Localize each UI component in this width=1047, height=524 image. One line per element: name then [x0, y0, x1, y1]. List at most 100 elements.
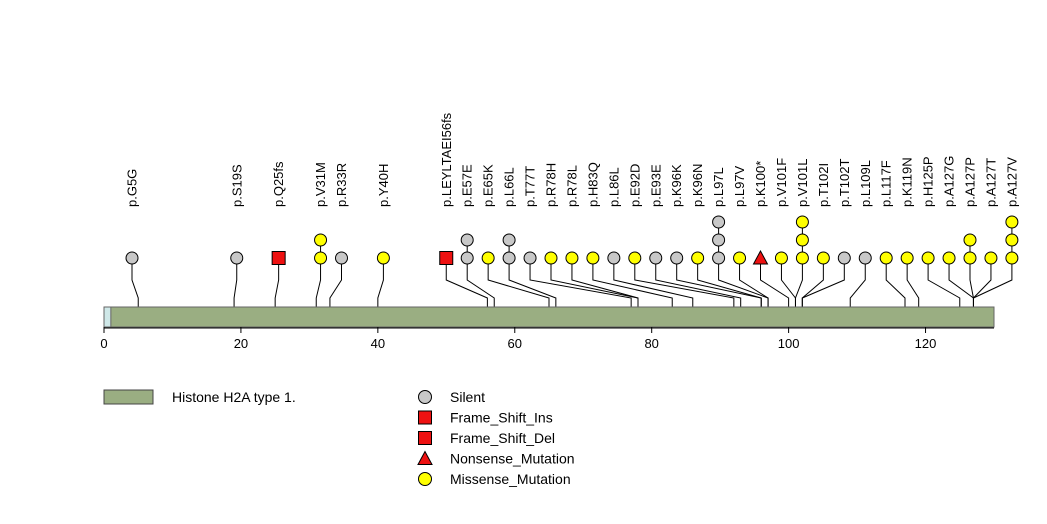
mutation-label-29: p.H125P — [921, 156, 936, 207]
mutation-label-16: p.E93E — [648, 164, 663, 207]
marker-7-0 — [460, 251, 474, 265]
legend: Histone H2A type 1. Silent Frame_Shift_Ins… — [103, 389, 575, 487]
marker-22-0 — [774, 251, 788, 265]
marker-23-2 — [795, 215, 809, 229]
protein-bar — [103, 306, 995, 328]
mutation-label-33: p.A127V — [1004, 157, 1019, 207]
mutation-label-7: p.E57E — [460, 164, 475, 207]
connector-1 — [233, 252, 238, 307]
connector-6 — [445, 252, 488, 307]
marker-30-0 — [942, 251, 956, 265]
marker-23-1 — [795, 233, 809, 247]
marker-7-1 — [460, 233, 474, 247]
connector-8 — [487, 252, 550, 307]
axis-tick-label-5: 100 — [778, 336, 800, 351]
legend-symbol-2 — [418, 431, 432, 445]
mutation-label-3: p.V31M — [313, 162, 328, 207]
marker-12-0 — [565, 251, 579, 265]
marker-0-0 — [125, 251, 139, 265]
marker-19-1 — [712, 233, 726, 247]
mutation-label-10: p.T77T — [523, 166, 538, 207]
marker-25-0 — [837, 251, 851, 265]
mutation-labels: p.G5G p.S19S p.Q25fs p.V31M p.R33R p.Y40H p.LE… — [125, 112, 1020, 207]
marker-27-0 — [879, 251, 893, 265]
x-axis: 0 20 40 60 80 100 120 — [100, 327, 994, 351]
marker-19-0 — [712, 251, 726, 265]
connector-28 — [906, 252, 920, 307]
marker-9-0 — [502, 251, 516, 265]
legend-label-2: Frame_Shift_Del — [450, 430, 555, 446]
marker-32-0 — [984, 251, 998, 265]
marker-16-0 — [649, 251, 663, 265]
connector-25 — [801, 252, 845, 307]
mutation-label-8: p.E65K — [481, 164, 496, 207]
mutation-label-23: p.V101L — [795, 159, 810, 207]
legend-label-4: Missense_Mutation — [450, 471, 571, 487]
mutation-label-27: p.L117F — [879, 160, 894, 207]
mutation-label-12: p.R78L — [564, 165, 579, 207]
marker-23-0 — [795, 251, 809, 265]
marker-5-0 — [376, 251, 390, 265]
marker-1-0 — [230, 251, 244, 265]
marker-3-0 — [314, 251, 328, 265]
connector-16 — [655, 252, 742, 307]
mutation-label-18: p.K96N — [690, 164, 705, 207]
mutation-label-32: p.A127T — [983, 158, 998, 207]
mutation-label-2: p.Q25fs — [271, 161, 286, 207]
connector-lines — [131, 216, 1013, 327]
connector-14 — [613, 252, 694, 307]
marker-29-0 — [921, 251, 935, 265]
connector-9 — [508, 234, 557, 307]
mutation-label-28: p.K119N — [900, 157, 915, 207]
mutation-label-20: p.L97V — [732, 165, 747, 207]
mutation-label-1: p.S19S — [229, 164, 244, 207]
legend-symbol-4 — [418, 472, 432, 486]
marker-20-0 — [733, 251, 747, 265]
marker-19-2 — [712, 215, 726, 229]
marker-8-0 — [481, 251, 495, 265]
mutation-label-25: p.T102T — [837, 159, 852, 207]
marker-28-0 — [900, 251, 914, 265]
marker-9-1 — [502, 233, 516, 247]
axis-tick-label-4: 80 — [644, 336, 658, 351]
marker-15-0 — [628, 251, 642, 265]
marker-11-0 — [544, 251, 558, 265]
marker-4-0 — [335, 251, 348, 265]
legend-label-0: Silent — [450, 389, 485, 405]
marker-31-0 — [963, 251, 977, 265]
marker-33-1 — [1005, 233, 1019, 247]
marker-6-0 — [439, 251, 454, 265]
mutation-label-31: p.A127P — [963, 157, 978, 207]
connector-18 — [697, 252, 762, 307]
mutation-label-24: p.T102I — [816, 163, 831, 207]
marker-24-0 — [816, 251, 830, 265]
marker-17-0 — [670, 251, 684, 265]
mutation-label-15: p.E92D — [627, 164, 642, 207]
connector-5 — [377, 252, 384, 307]
legend-symbol-0 — [418, 390, 432, 404]
marker-31-1 — [963, 233, 977, 247]
marker-18-0 — [691, 251, 705, 265]
mutation-label-11: p.R78H — [544, 163, 559, 207]
axis-tick-label-3: 60 — [508, 336, 522, 351]
legend-label-1: Frame_Shift_Ins — [450, 410, 553, 426]
mutation-label-22: p.V101F — [774, 158, 789, 207]
connector-12 — [571, 252, 639, 307]
connector-26 — [849, 252, 866, 307]
marker-2-0 — [271, 251, 286, 265]
legend-symbol-1 — [418, 410, 432, 425]
mutation-markers — [125, 215, 1019, 265]
connector-20 — [739, 252, 769, 307]
marker-14-0 — [607, 251, 621, 265]
marker-33-0 — [1005, 251, 1019, 265]
mutation-label-4: p.R33R — [334, 163, 349, 207]
legend-domain-swatch — [103, 389, 154, 405]
connector-4 — [329, 252, 342, 307]
legend-symbol-3 — [417, 450, 433, 465]
connector-2 — [274, 252, 280, 307]
connector-10 — [529, 252, 632, 307]
connector-27 — [885, 252, 906, 307]
marker-21-0 — [752, 249, 769, 265]
domain-0 — [110, 306, 995, 328]
mutation-label-30: p.A127G — [942, 156, 957, 207]
